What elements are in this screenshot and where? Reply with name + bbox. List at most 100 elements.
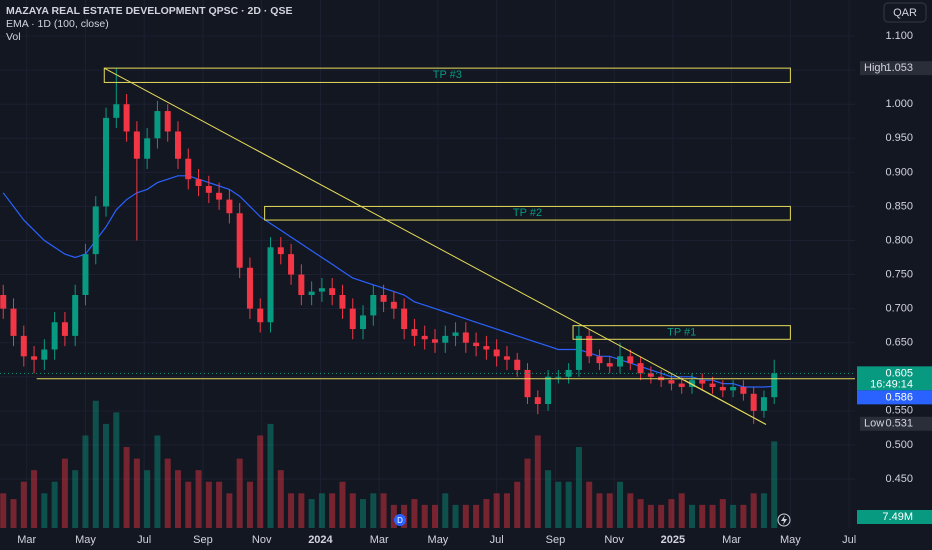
candle-body (61, 322, 68, 336)
volume-bar (390, 504, 397, 528)
x-tick-label: Jul (842, 534, 856, 546)
last-price-box (857, 366, 932, 391)
volume-bar (637, 499, 644, 528)
volume-bar (92, 400, 99, 528)
candle-body (442, 335, 449, 343)
x-tick-label: Jul (490, 534, 504, 546)
volume-bar (483, 499, 490, 528)
candle-body (318, 288, 325, 292)
zone-label: TP #2 (513, 207, 542, 219)
volume-bar (154, 435, 161, 528)
x-tick-label: Nov (252, 534, 272, 546)
volume-bar (20, 481, 27, 528)
volume-bar (298, 493, 305, 528)
low-marker (860, 416, 932, 431)
volume-bar (503, 493, 510, 528)
volume-bar (524, 458, 531, 528)
candle-body (370, 294, 377, 316)
volume-bar (442, 493, 449, 528)
volume-bar (82, 435, 89, 528)
volume-bar (246, 481, 253, 528)
volume-bar (329, 493, 336, 528)
candle-body (174, 131, 181, 159)
candle-body (0, 294, 7, 309)
candle-body (421, 335, 428, 340)
volume-bar (10, 499, 17, 528)
y-tick-label: 1.000 (885, 98, 913, 110)
candle-body (123, 104, 130, 132)
volume-bar (339, 481, 346, 528)
candle-body (390, 301, 397, 309)
candle-body (92, 206, 99, 255)
x-tick-label: May (428, 534, 449, 546)
candle-body (637, 363, 644, 374)
zone-label: TP #3 (433, 69, 462, 81)
x-tick-label: Mar (370, 534, 389, 546)
currency[interactable]: QAR (893, 7, 917, 19)
candle-body (205, 185, 212, 193)
candle-body (329, 288, 336, 295)
x-tick-label: Jul (137, 534, 151, 546)
volume-bar (534, 435, 541, 528)
candle-body (257, 308, 264, 323)
y-tick-label: 0.650 (885, 337, 913, 349)
volume-bar (103, 423, 110, 528)
countdown: 16:49:14 (870, 378, 913, 390)
volume-bar (174, 470, 181, 528)
y-tick-label: 0.750 (885, 268, 913, 280)
y-tick-label: 0.800 (885, 234, 913, 246)
candle-body (82, 254, 89, 295)
chart-title: MAZAYA REAL ESTATE DEVELOPMENT QPSC · 2D… (6, 5, 292, 17)
volume-bar (462, 504, 469, 528)
volume-bar (123, 447, 130, 528)
y-tick-label: 1.100 (885, 30, 913, 42)
candle-body (288, 254, 295, 275)
candle-body (771, 373, 778, 398)
y-tick-label: 0.500 (885, 439, 913, 451)
trend-line (104, 67, 767, 425)
candle-body (216, 192, 223, 200)
volume-bar (421, 504, 428, 528)
volume-bar (771, 441, 778, 528)
volume-value: 7.49M (882, 511, 913, 523)
candle-body (401, 308, 408, 330)
candle-body (709, 383, 716, 387)
candle-body (360, 315, 367, 330)
volume-bar (0, 493, 7, 528)
candle-body (514, 359, 521, 370)
volume-bar (452, 504, 459, 528)
candle-body (534, 397, 541, 405)
volume-bar (318, 493, 325, 528)
volume-bar (617, 481, 624, 528)
low-value: 0.531 (885, 418, 913, 430)
volume-bar (586, 481, 593, 528)
volume-bar (308, 499, 315, 528)
volume-bar (658, 504, 665, 528)
candle-body (586, 335, 593, 357)
currency-button[interactable] (883, 2, 927, 23)
candle-body (555, 376, 562, 378)
volume-bar (216, 481, 223, 528)
candle-body (730, 386, 737, 391)
candle-body (41, 349, 48, 360)
target-zone (572, 325, 791, 340)
candle-body (750, 393, 757, 411)
volume-bar (185, 481, 192, 528)
candle-body (688, 380, 695, 387)
candle-body (503, 356, 510, 360)
candle-body (678, 383, 685, 387)
x-tick-label: Sep (193, 534, 213, 546)
candle-body (144, 138, 151, 159)
candle-body (72, 294, 79, 336)
event-icon (777, 513, 791, 527)
candle-body (452, 332, 459, 336)
candle-body (699, 380, 706, 384)
x-tick-label: 2025 (661, 534, 685, 546)
low-label: Low (864, 418, 884, 430)
volume-bar (380, 493, 387, 528)
last-price: 0.605 (885, 367, 913, 379)
volume-bar (514, 481, 521, 528)
volume-bar (699, 504, 706, 528)
zone-label: TP #1 (667, 326, 696, 338)
candle-body (31, 356, 38, 360)
